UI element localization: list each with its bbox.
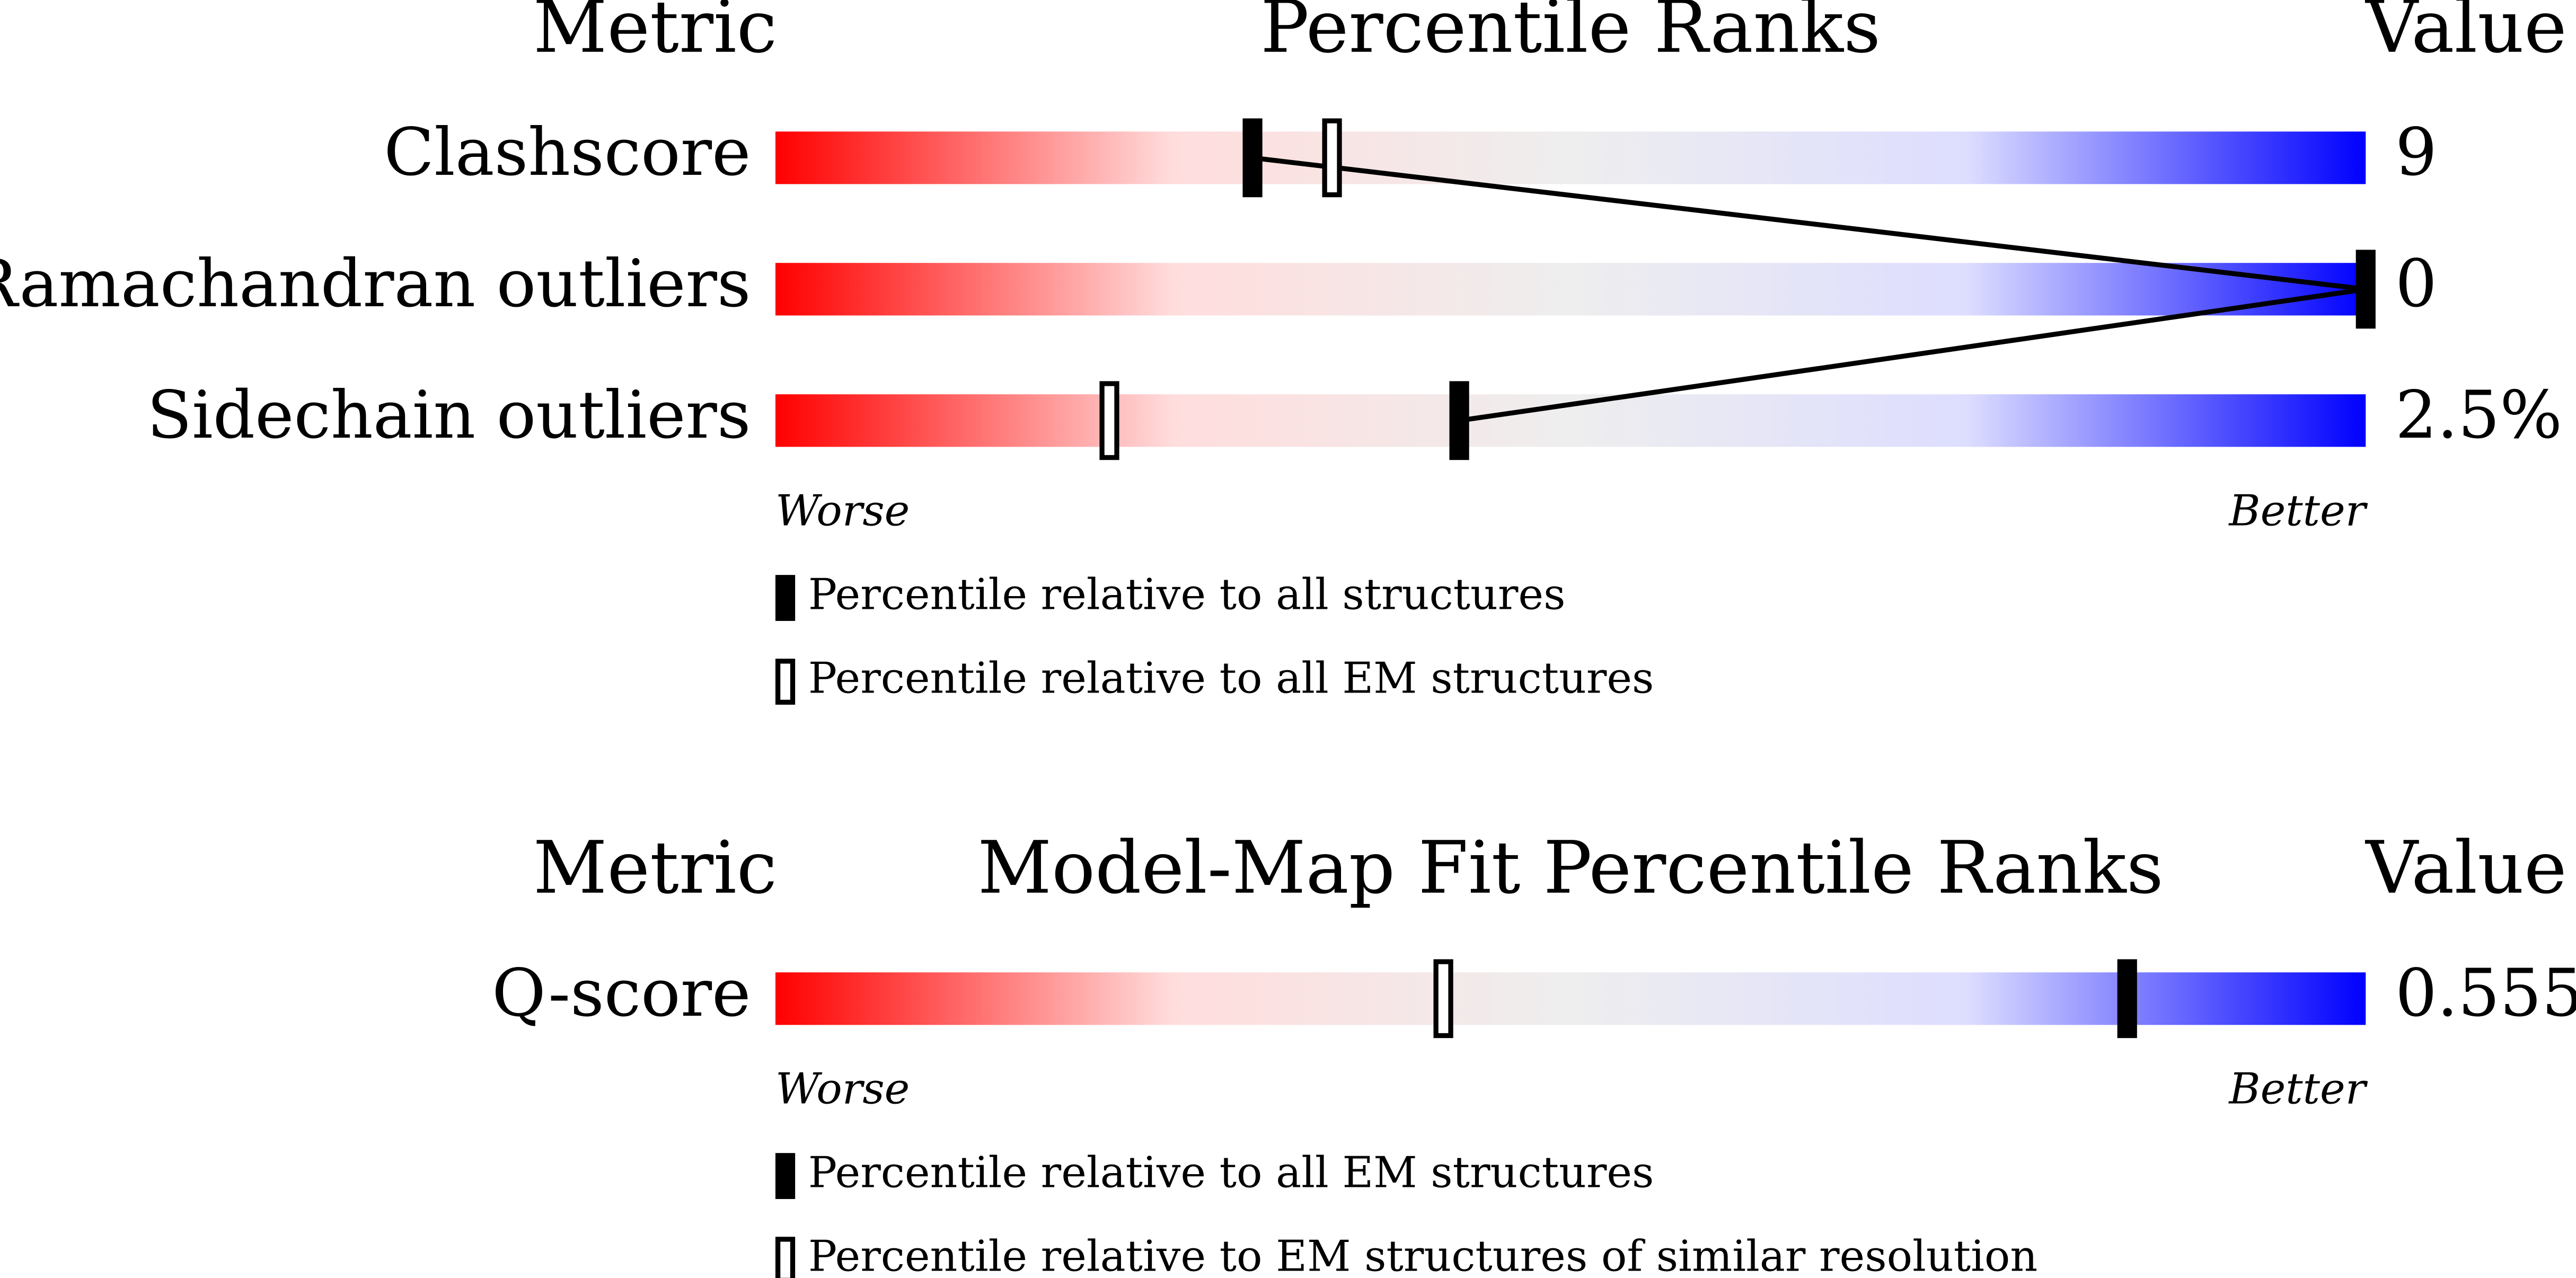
- metric-label: Clashscore: [384, 114, 751, 191]
- legend-label: Percentile relative to all EM structures: [808, 1148, 1654, 1198]
- scale-label-better: Better: [2228, 486, 2368, 536]
- metric-value: 2.5%: [2395, 377, 2562, 454]
- chart-title: Model-Map Fit Percentile Ranks: [977, 826, 2163, 910]
- metric-value: 9: [2395, 114, 2437, 191]
- value-header: Value: [2365, 826, 2566, 910]
- scale-label-better: Better: [2228, 1064, 2368, 1114]
- legend-label: Percentile relative to EM structures of …: [808, 1232, 2037, 1278]
- metric-label: Q-score: [492, 955, 751, 1032]
- percentile-bar: [775, 131, 2366, 184]
- percentile-marker: [1449, 381, 1469, 460]
- legend-marker: [775, 575, 796, 621]
- legend-label: Percentile relative to all structures: [808, 570, 1566, 620]
- value-header: Value: [2365, 0, 2566, 69]
- metric-header: Metric: [533, 0, 777, 69]
- legend-marker-open: [775, 659, 796, 705]
- percentile-bar: [775, 263, 2366, 316]
- legend-marker: [775, 1153, 796, 1199]
- scale-label-worse: Worse: [775, 1064, 910, 1114]
- percentile-marker-open: [1433, 959, 1453, 1039]
- percentile-marker: [1242, 118, 1263, 198]
- legend-label: Percentile relative to all EM structures: [808, 654, 1654, 704]
- metric-label: Sidechain outliers: [147, 377, 751, 454]
- percentile-marker-open: [1099, 381, 1119, 460]
- chart-title: Percentile Ranks: [1260, 0, 1881, 69]
- scale-label-worse: Worse: [775, 486, 910, 536]
- percentile-marker-open: [1322, 118, 1342, 198]
- metric-label: Ramachandran outliers: [0, 246, 751, 322]
- legend-marker-open: [775, 1237, 796, 1278]
- percentile-marker: [2356, 250, 2376, 329]
- metric-value: 0: [2395, 246, 2437, 322]
- metric-header: Metric: [533, 826, 777, 910]
- percentile-bar: [775, 972, 2366, 1025]
- percentile-marker: [2117, 959, 2137, 1039]
- metric-value: 0.555: [2395, 955, 2576, 1032]
